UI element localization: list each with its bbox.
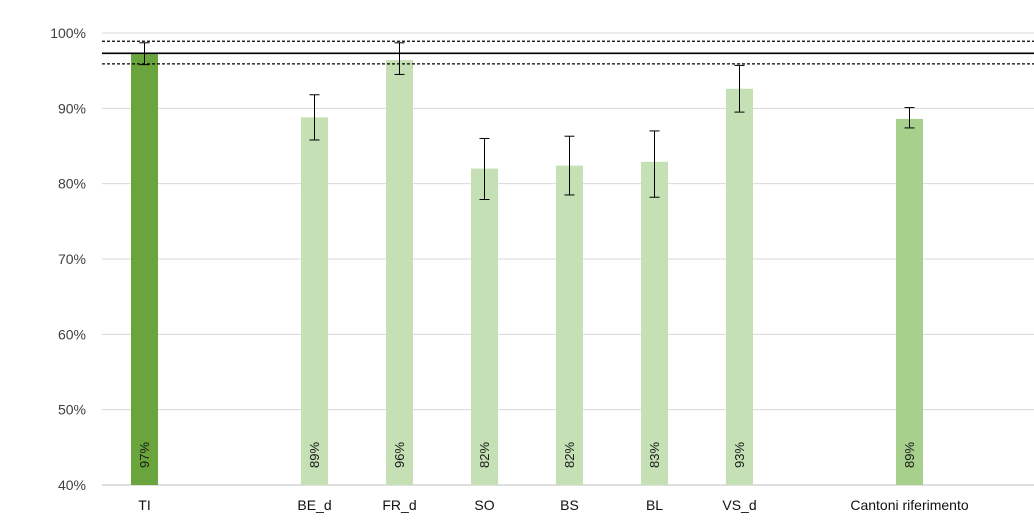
bar-value-label: 93% bbox=[732, 442, 747, 468]
x-category-label: FR_d bbox=[382, 497, 416, 513]
bar bbox=[896, 118, 923, 485]
x-category-label: TI bbox=[138, 497, 150, 513]
y-tick-label: 100% bbox=[50, 25, 86, 41]
bar-value-label: 89% bbox=[902, 442, 917, 468]
y-tick-label: 60% bbox=[58, 326, 86, 342]
y-axis-tick-labels: 40% 50% 60% 70% 80% 90% 100% bbox=[50, 25, 86, 493]
bar-value-label: 89% bbox=[307, 442, 322, 468]
error-bars bbox=[139, 42, 915, 200]
y-tick-label: 40% bbox=[58, 477, 86, 493]
bar bbox=[556, 165, 583, 485]
y-tick-label: 50% bbox=[58, 402, 86, 418]
x-category-label: BS bbox=[560, 497, 579, 513]
x-category-label: VS_d bbox=[722, 497, 756, 513]
y-tick-label: 80% bbox=[58, 176, 86, 192]
x-category-label: SO bbox=[474, 497, 494, 513]
bar bbox=[301, 117, 328, 485]
x-category-label: BL bbox=[646, 497, 663, 513]
bar-value-label: 83% bbox=[647, 442, 662, 468]
x-category-label: Cantoni riferimento bbox=[850, 497, 968, 513]
bar bbox=[471, 168, 498, 485]
bar-value-label: 82% bbox=[477, 442, 492, 468]
bar bbox=[131, 54, 158, 486]
bars bbox=[131, 54, 923, 486]
x-axis-category-labels: TI BE_d FR_d SO BS BL VS_d Cantoni riferimento bbox=[138, 497, 969, 513]
bar-value-labels: 97% 89% 96% 82% 82% 83% 93% 89% bbox=[137, 442, 917, 468]
bar bbox=[726, 88, 753, 485]
reference-lines bbox=[102, 40, 1034, 65]
bar-value-label: 82% bbox=[562, 442, 577, 468]
bar bbox=[641, 161, 668, 485]
y-tick-label: 70% bbox=[58, 251, 86, 267]
bar-value-label: 96% bbox=[392, 442, 407, 468]
x-category-label: BE_d bbox=[297, 497, 331, 513]
y-tick-label: 90% bbox=[58, 100, 86, 116]
bar bbox=[386, 60, 413, 486]
bar-value-label: 97% bbox=[137, 442, 152, 468]
